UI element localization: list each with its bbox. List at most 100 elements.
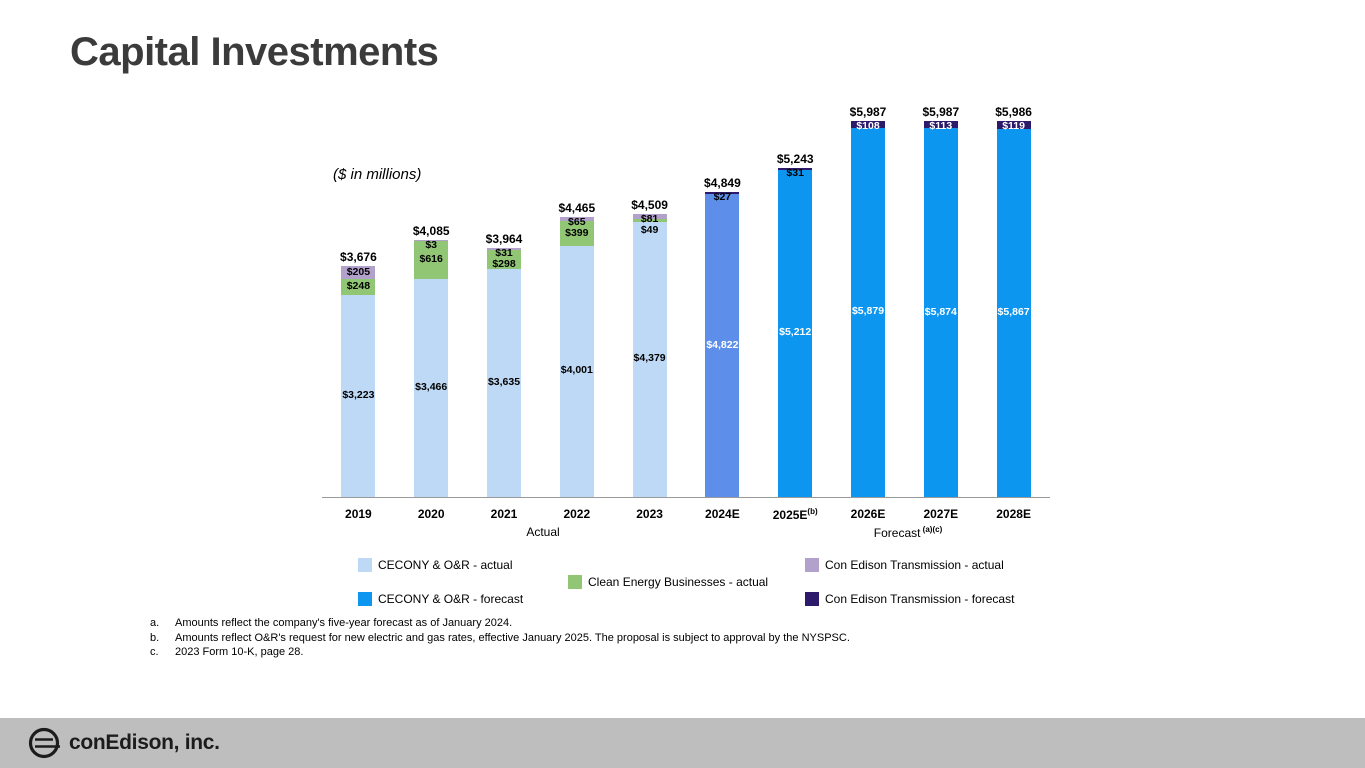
bar-segment-label: $616 bbox=[419, 252, 443, 265]
bar-segment bbox=[487, 249, 521, 269]
footnote-marker: b. bbox=[150, 631, 160, 644]
legend-label: Con Edison Transmission - forecast bbox=[825, 592, 1015, 606]
x-axis-category: 2020 bbox=[417, 507, 445, 521]
bar-segment-label: $108 bbox=[856, 120, 880, 132]
bar-segment bbox=[632, 218, 667, 222]
bar-segment bbox=[923, 128, 958, 497]
bar-segment-label: $31 bbox=[495, 247, 513, 260]
bar-segment-label: $3,466 bbox=[415, 381, 448, 394]
bar-chart: $3,676 $205 $248 $3,223 2019 $4,085 $3 $616 $3,4… bbox=[322, 95, 1050, 555]
bar-total-label: $4,849 bbox=[704, 176, 741, 191]
legend-item: Clean Energy Businesses - actual bbox=[568, 575, 768, 589]
bar-segment-label: $4,001 bbox=[560, 364, 593, 377]
footnote: c. 2023 Form 10-K, page 28. bbox=[150, 645, 850, 660]
bar-segment bbox=[632, 213, 667, 219]
bar-segment-label: $5,874 bbox=[924, 305, 957, 318]
footnote-marker: a. bbox=[150, 617, 160, 629]
footnote-text: 2023 Form 10-K, page 28. bbox=[175, 646, 304, 658]
bar-segment-label: $248 bbox=[346, 279, 371, 292]
axis-group-label: Forecast (a)(c) bbox=[873, 525, 943, 540]
group-footnote-marker: (a)(c) bbox=[920, 525, 943, 534]
bar-segment bbox=[705, 194, 740, 497]
bar-segment bbox=[341, 294, 376, 497]
x-axis-category: 2024E bbox=[705, 507, 740, 521]
conedison-logo: conEdison, inc. bbox=[26, 725, 220, 761]
x-axis-category: 2023 bbox=[636, 507, 663, 521]
bar-segment-label: $399 bbox=[565, 226, 589, 239]
bar-segment-label: $298 bbox=[492, 258, 516, 271]
conedison-logo-icon bbox=[28, 727, 60, 759]
bar-segment bbox=[778, 169, 813, 497]
bar-total-label: $4,465 bbox=[558, 200, 596, 215]
bar-segment-label: $3 bbox=[425, 239, 438, 252]
legend-swatch bbox=[805, 558, 819, 572]
legend-item: Con Edison Transmission - actual bbox=[805, 558, 1004, 572]
x-axis-category: 2022 bbox=[563, 507, 591, 521]
bar-segment-label: $5,879 bbox=[851, 305, 885, 318]
bar-segment bbox=[487, 248, 521, 250]
bar-segment bbox=[632, 221, 667, 497]
bar-segment bbox=[923, 121, 958, 129]
conedison-logo-text: conEdison, inc. bbox=[69, 731, 220, 754]
legend-item: CECONY & O&R - actual bbox=[358, 558, 512, 572]
bar-segment bbox=[341, 279, 376, 295]
legend-swatch bbox=[805, 592, 819, 606]
bar-segment-label: $31 bbox=[786, 166, 804, 179]
bar-segment bbox=[705, 192, 740, 195]
footer-bar: conEdison, inc. ED LISTED NYSE 33 bbox=[0, 718, 1365, 768]
bar-segment-label: $205 bbox=[346, 265, 371, 278]
bar-segment-label: $4,822 bbox=[706, 338, 739, 351]
bar-segment bbox=[414, 279, 449, 497]
bar-total-label: $4,509 bbox=[631, 197, 668, 212]
legend-item: CECONY & O&R - forecast bbox=[358, 592, 523, 606]
x-axis-category: 2025E(b) bbox=[772, 507, 818, 522]
bar-segment-label: $5,212 bbox=[779, 326, 812, 339]
bar-segment-label: $113 bbox=[929, 120, 953, 132]
axis-group-label: Actual bbox=[526, 525, 560, 539]
x-axis-category: 2019 bbox=[345, 507, 372, 521]
bar-segment bbox=[487, 268, 521, 497]
legend-label: CECONY & O&R - forecast bbox=[378, 592, 524, 606]
x-axis-line bbox=[322, 497, 1050, 498]
footnote-marker: c. bbox=[150, 646, 159, 658]
bar-total-label: $5,243 bbox=[776, 151, 814, 166]
footnote: b. Amounts reflect O&R's request for new … bbox=[150, 631, 850, 646]
bar-total-label: $5,987 bbox=[922, 105, 960, 119]
legend-swatch bbox=[568, 575, 582, 589]
x-axis-category: 2027E bbox=[923, 507, 959, 521]
bar-total-label: $3,676 bbox=[340, 250, 377, 265]
x-axis-category: 2026E bbox=[850, 507, 886, 521]
chart-legend: CECONY & O&R - actual Clean Energy Busine… bbox=[322, 552, 1062, 614]
legend-label: Clean Energy Businesses - actual bbox=[588, 575, 769, 589]
x-axis-category: 2028E bbox=[996, 507, 1031, 521]
slide-title: Capital Investments bbox=[70, 30, 439, 74]
bar-segment bbox=[559, 220, 594, 246]
bar-segment-label: $3,635 bbox=[487, 375, 521, 388]
bar-segment-label: $4,379 bbox=[633, 352, 666, 365]
legend-item: Con Edison Transmission - forecast bbox=[805, 592, 1014, 606]
bar-segment bbox=[559, 216, 594, 221]
bar-segment-label: $81 bbox=[640, 212, 659, 225]
legend-swatch bbox=[358, 592, 372, 606]
footnote-text: Amounts reflect the company's five-year … bbox=[175, 617, 513, 629]
units-label: ($ in millions) bbox=[333, 166, 422, 183]
bar-segment bbox=[851, 127, 885, 497]
bar-segment-label: $5,867 bbox=[997, 305, 1030, 318]
bar-segment bbox=[996, 121, 1031, 129]
bar-segment-label: $27 bbox=[713, 191, 732, 204]
footnote-text: Amounts reflect O&R's request for new el… bbox=[175, 631, 850, 644]
legend-label: Con Edison Transmission - actual bbox=[825, 558, 1004, 572]
bar-segment-label: $3,223 bbox=[342, 388, 375, 401]
bar-total-label: $3,964 bbox=[485, 232, 523, 247]
category-footnote-marker: (b) bbox=[807, 507, 818, 516]
bar-segment-label: $49 bbox=[640, 223, 659, 236]
footnotes: a. Amounts reflect the company's five-yea… bbox=[150, 616, 850, 660]
footnote: a. Amounts reflect the company's five-yea… bbox=[150, 616, 850, 631]
bar-segment bbox=[778, 167, 813, 170]
x-axis-category: 2021 bbox=[490, 507, 518, 521]
bar-segment bbox=[414, 240, 449, 280]
legend-label: CECONY & O&R - actual bbox=[378, 558, 513, 572]
bar-total-label: $5,987 bbox=[849, 105, 887, 119]
bar-segment-label: $65 bbox=[568, 215, 586, 228]
